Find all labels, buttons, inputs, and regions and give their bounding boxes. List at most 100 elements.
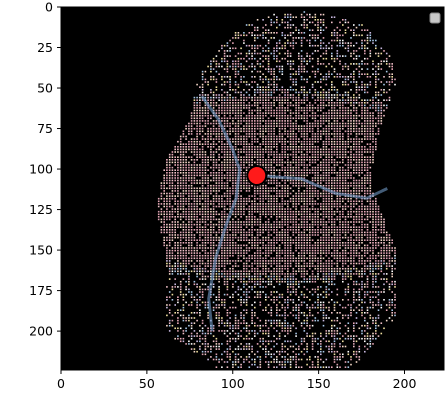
cloud-point [322,223,325,226]
cloud-point [229,156,231,158]
cloud-point [218,140,220,143]
cloud-point [300,195,303,197]
cloud-point [210,187,212,190]
cloud-point [278,133,281,135]
cloud-point [347,91,350,94]
cloud-point [237,226,240,228]
cloud-point [309,200,311,203]
cloud-point [322,63,325,65]
cloud-point [317,169,319,171]
cloud-point [245,216,248,218]
cloud-point [201,257,204,260]
cloud-point [259,89,262,91]
cloud-point [218,187,220,190]
cloud-point [303,135,306,138]
cloud-point [240,76,242,78]
cloud-point [322,19,325,21]
cloud-point [295,99,297,101]
cloud-point [331,184,333,187]
cloud-point [298,254,300,257]
cloud-point [300,231,303,234]
cloud-point [267,109,270,112]
cloud-point [388,83,391,86]
cloud-point [166,203,168,205]
cloud-point [210,179,212,182]
cloud-point [199,140,201,143]
cloud-point [336,203,339,205]
cloud-point [179,249,182,252]
cloud-point [364,244,366,247]
cloud-point [322,226,325,228]
cloud-point [336,91,339,94]
cloud-point [177,190,179,192]
cloud-point [234,138,237,140]
cloud-point [342,19,344,21]
cloud-point [336,50,339,52]
cloud-point [353,24,355,26]
cloud-point [314,190,317,192]
cloud-point [218,223,220,226]
cloud-point [372,63,374,65]
cloud-point [248,96,251,99]
cloud-point [328,143,330,145]
cloud-point [284,91,286,94]
cloud-point [325,195,328,197]
cloud-point [248,122,251,125]
cloud-point [325,221,328,223]
cloud-point [339,151,341,153]
cloud-point [355,130,358,133]
cloud-point [383,254,385,257]
cloud-point [196,195,198,197]
cloud-point [391,73,393,75]
cloud-point [344,112,347,114]
cloud-point [369,179,372,182]
cloud-point [259,164,262,166]
cloud-point [273,249,275,252]
cloud-point [303,254,306,257]
cloud-point [204,226,207,228]
cloud-point [284,122,286,125]
cloud-point [336,39,339,42]
cloud-point [342,172,344,174]
cloud-point [322,218,325,221]
cloud-point [361,226,363,228]
cloud-point [355,91,358,94]
cloud-point [303,130,306,133]
cloud-point [207,164,209,166]
cloud-point [237,213,240,216]
cloud-point [218,159,220,161]
cloud-point [188,166,190,169]
cloud-point [364,99,366,101]
cloud-point [320,148,322,151]
cloud-point [207,257,209,260]
cloud-point [240,164,242,166]
cloud-point [322,37,325,39]
cloud-point [207,234,209,236]
cloud-point [240,127,242,130]
cloud-point [325,182,328,184]
cloud-point [199,213,201,216]
cloud-point [350,96,352,99]
cloud-point [171,192,174,195]
cloud-point [278,138,281,140]
cloud-point [188,148,190,151]
cloud-point [221,89,223,91]
cloud-point [364,210,366,213]
cloud-point [355,89,358,91]
cloud-point [369,174,372,177]
cloud-point [276,78,278,81]
cloud-point [188,203,190,205]
cloud-point [284,148,286,151]
cloud-point [309,13,311,16]
cloud-point [295,83,297,86]
cloud-point [262,200,264,203]
cloud-point [300,68,303,70]
cloud-point [210,190,212,192]
cloud-point [311,37,314,39]
cloud-point [190,249,193,252]
cloud-point [336,229,339,231]
cloud-point [298,218,300,221]
cloud-point [364,166,366,169]
cloud-point [339,122,341,125]
cloud-point [328,216,330,218]
